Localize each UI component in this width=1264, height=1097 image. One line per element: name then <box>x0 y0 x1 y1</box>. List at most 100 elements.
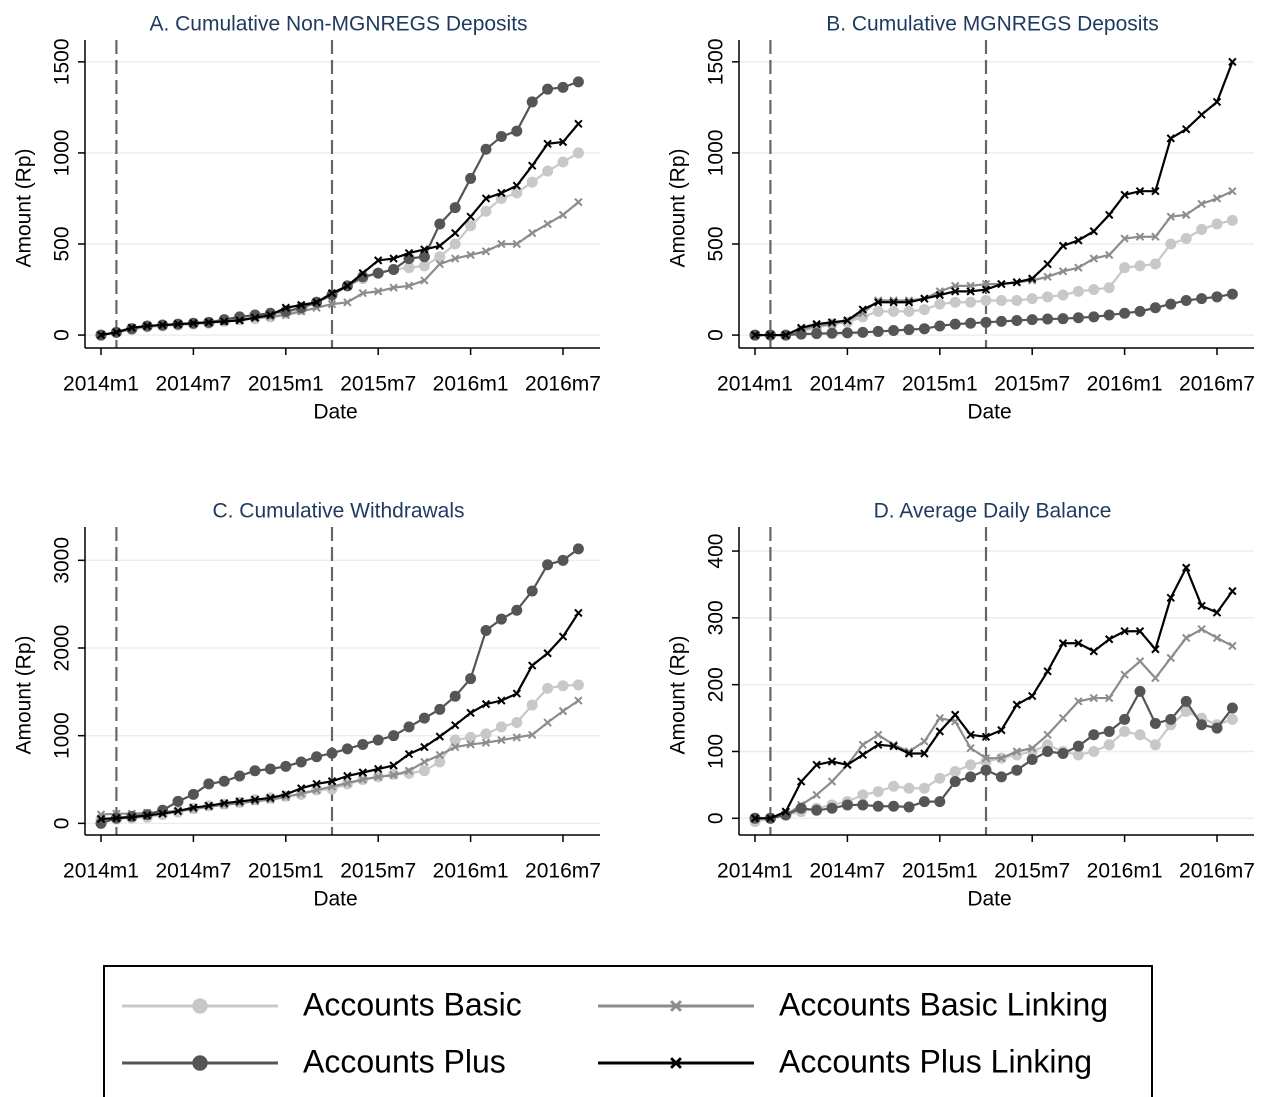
marker <box>466 740 475 749</box>
marker <box>1027 274 1037 283</box>
marker <box>511 187 523 199</box>
marker <box>281 790 291 799</box>
marker <box>1119 307 1131 319</box>
marker <box>670 1057 682 1069</box>
marker <box>1074 263 1083 272</box>
series-line <box>755 565 1234 820</box>
y-axis-label: Amount (Rp) <box>667 148 690 267</box>
marker <box>888 305 900 317</box>
marker <box>434 218 446 230</box>
marker <box>495 131 507 143</box>
marker <box>1072 312 1084 324</box>
y-axis-label: Amount (Rp) <box>667 635 690 754</box>
marker <box>1057 313 1069 325</box>
marker <box>1149 302 1161 314</box>
marker <box>420 742 429 752</box>
marker <box>1180 705 1192 717</box>
marker <box>526 176 538 188</box>
marker <box>187 788 199 800</box>
marker <box>888 800 900 812</box>
marker <box>557 81 569 93</box>
marker <box>1103 725 1115 737</box>
marker <box>526 96 538 108</box>
marker <box>1120 234 1129 243</box>
x-tick-label: 2016m7 <box>1179 860 1255 883</box>
marker <box>403 721 415 733</box>
y-tick-label: 1000 <box>51 712 74 759</box>
marker <box>873 298 883 307</box>
x-tick-label: 2015m1 <box>248 373 324 396</box>
marker <box>511 125 523 137</box>
marker <box>511 604 523 616</box>
marker <box>1012 278 1022 287</box>
marker <box>481 194 491 203</box>
marker <box>1074 639 1083 648</box>
marker <box>918 323 930 335</box>
marker <box>434 251 446 263</box>
marker <box>1088 729 1100 741</box>
marker <box>1197 110 1206 119</box>
marker <box>843 316 852 325</box>
marker <box>480 143 492 155</box>
y-tick-label: 0 <box>705 812 728 824</box>
marker <box>965 771 977 783</box>
marker <box>526 585 538 597</box>
marker <box>420 757 429 767</box>
marker <box>389 254 398 263</box>
marker <box>1134 729 1146 741</box>
legend-label: Accounts Plus <box>303 1043 506 1079</box>
marker <box>904 749 914 758</box>
marker <box>827 757 837 766</box>
marker <box>1042 745 1054 757</box>
marker <box>574 119 583 128</box>
marker <box>358 268 368 278</box>
marker <box>1134 685 1146 697</box>
marker <box>1211 722 1223 734</box>
marker <box>888 325 900 337</box>
marker <box>434 756 446 768</box>
marker <box>542 165 554 177</box>
marker <box>418 712 430 724</box>
marker <box>341 743 353 755</box>
marker <box>96 330 106 340</box>
marker <box>1166 653 1176 663</box>
marker <box>495 721 507 733</box>
y-tick-label: 1500 <box>51 38 74 85</box>
marker <box>1043 272 1052 281</box>
marker <box>903 801 915 813</box>
marker <box>1012 700 1022 709</box>
marker <box>127 323 137 332</box>
marker <box>480 728 492 740</box>
marker <box>949 318 961 330</box>
marker <box>904 298 914 307</box>
marker <box>218 775 230 787</box>
marker <box>950 287 960 296</box>
marker <box>1103 309 1115 321</box>
marker <box>343 298 352 307</box>
marker <box>980 294 992 306</box>
marker <box>1134 305 1146 317</box>
x-axis-label: Date <box>313 888 357 911</box>
marker <box>312 779 321 789</box>
marker <box>1119 713 1131 725</box>
marker <box>542 559 554 571</box>
marker <box>1026 754 1038 766</box>
x-tick-label: 2015m1 <box>248 860 324 883</box>
marker <box>1074 697 1083 706</box>
marker <box>966 287 975 296</box>
marker <box>1011 294 1023 306</box>
marker <box>1058 241 1068 251</box>
x-tick-label: 2016m7 <box>525 860 601 883</box>
marker <box>1058 713 1068 723</box>
marker <box>1104 693 1114 703</box>
marker <box>235 316 244 325</box>
marker <box>512 733 522 742</box>
marker <box>449 690 461 702</box>
marker <box>527 161 537 170</box>
marker <box>404 749 414 759</box>
legend-label: Accounts Plus Linking <box>779 1043 1092 1079</box>
marker <box>435 732 445 741</box>
marker <box>1180 695 1192 707</box>
x-tick-label: 2014m1 <box>63 373 139 396</box>
